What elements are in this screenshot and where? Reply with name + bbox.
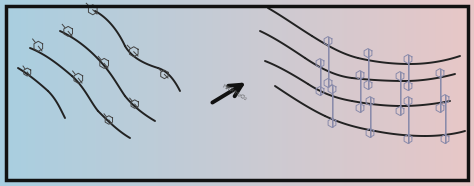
Text: HRP/H₂O₂: HRP/H₂O₂ [221,83,247,101]
